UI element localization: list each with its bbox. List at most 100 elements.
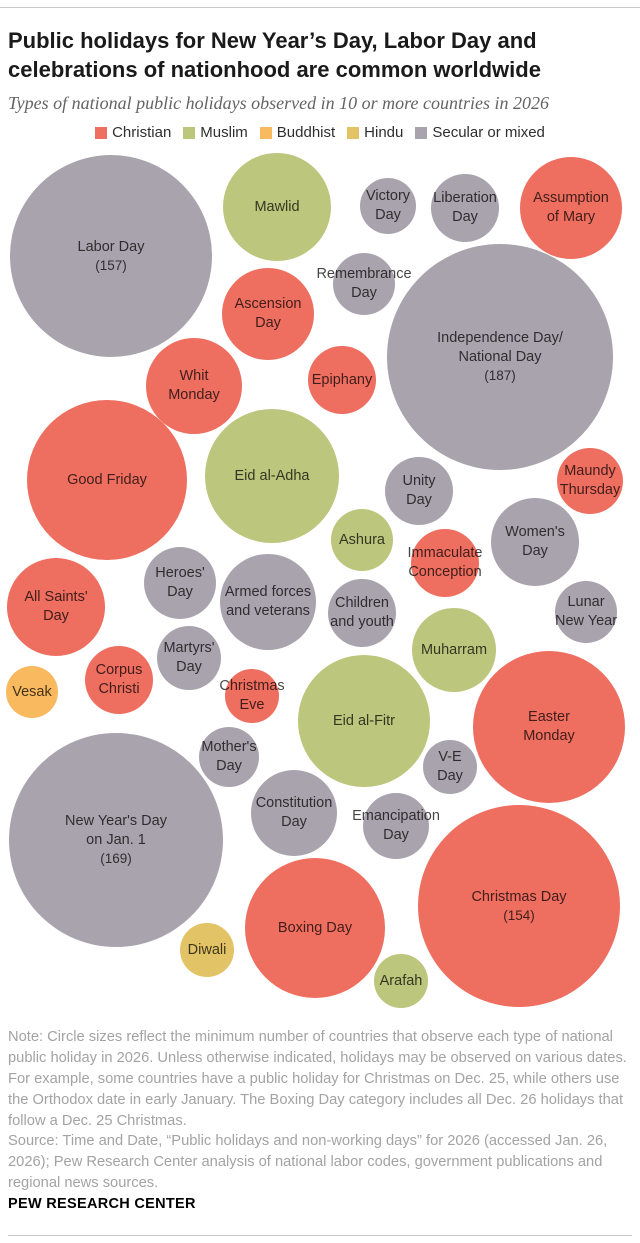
- bubble-label: Day: [375, 207, 401, 223]
- bubble-labor-day: Labor Day (157): [10, 155, 212, 357]
- bubble-label: Boxing Day: [277, 919, 353, 936]
- bubble-heroes-day: Heroes' Day: [144, 547, 216, 619]
- bubble-mother-s-day: Mother's Day: [199, 727, 259, 787]
- bubble-label: Monday: [168, 387, 220, 403]
- bottom-divider: [8, 1235, 632, 1236]
- bubble-lunar-new-year: Lunar New Year: [555, 581, 617, 643]
- bubble-label: Corpus: [95, 662, 143, 678]
- bubble-good-friday: Good Friday: [27, 400, 187, 560]
- bubble-muharram: Muharram: [412, 608, 496, 692]
- bubble-label: Day: [216, 758, 242, 774]
- bubble-epiphany: Epiphany: [308, 346, 376, 414]
- bubble-mawlid: Mawlid: [223, 153, 331, 261]
- bubble-label: Ascension: [234, 296, 302, 312]
- bubble-ascension-day: Ascension Day: [222, 268, 314, 360]
- bubble-assumption-of-mary: Assumption of Mary: [520, 157, 622, 259]
- legend-label: Muslim: [200, 124, 248, 141]
- legend-item-hindu: Hindu: [347, 124, 403, 141]
- bubble-label: Epiphany: [311, 371, 373, 388]
- bubble-constitution-day: Constitution Day: [251, 770, 337, 856]
- bubble-label: Unity: [402, 473, 436, 489]
- bubble-new-year-s-day-on-jan-1: New Year's Day on Jan. 1 (169): [9, 733, 223, 947]
- bubble-immaculate-conception: Immaculate Conception: [408, 529, 482, 597]
- bubble-label: Good Friday: [67, 471, 147, 488]
- bubble-label: (157): [95, 257, 127, 273]
- bubble-label: Day: [167, 584, 193, 600]
- bubble-label: Day: [437, 768, 463, 784]
- bubble-label: Victory: [365, 188, 411, 204]
- bubble-boxing-day: Boxing Day: [245, 858, 385, 998]
- bubble-label: New Year's Day: [65, 813, 167, 829]
- bubble-vesak: Vesak: [6, 666, 58, 718]
- bubble-label: Emancipation: [352, 808, 440, 824]
- bubble-armed-forces-and-veterans: Armed forces and veterans: [220, 554, 316, 650]
- bubble-label: All Saints': [24, 589, 88, 605]
- bubble-label: and veterans: [226, 603, 310, 619]
- bubble-diwali: Diwali: [180, 923, 234, 977]
- christian-swatch-icon: [95, 126, 108, 139]
- bubble-label: Diwali: [187, 941, 227, 958]
- legend-label: Buddhist: [276, 124, 336, 141]
- bubble-label: Day: [452, 209, 478, 225]
- bubble-martyrs-day: Martyrs' Day: [157, 626, 221, 690]
- bubble-label: Children: [335, 595, 389, 611]
- bubble-label: Monday: [523, 728, 575, 744]
- source-text: Source: Time and Date, “Public holidays …: [8, 1133, 608, 1192]
- bubble-label: Christmas: [219, 678, 285, 694]
- bubble-children-and-youth: Children and youth: [328, 579, 396, 647]
- bubble-label: Assumption: [533, 190, 609, 206]
- legend-item-secular: Secular or mixed: [415, 124, 545, 141]
- bubble-label: Mawlid: [254, 198, 300, 215]
- bubble-whit-monday: Whit Monday: [146, 338, 242, 434]
- bubble-label: Whit: [179, 368, 209, 384]
- legend-item-buddhist: Buddhist: [259, 124, 336, 141]
- page-title: Public holidays for New Year’s Day, Labo…: [8, 28, 541, 83]
- bubble-label: Easter: [528, 709, 570, 725]
- bubble-label: Labor Day: [77, 238, 145, 255]
- bubble-easter-monday: Easter Monday: [473, 651, 625, 803]
- bubble-unity-day: Unity Day: [385, 457, 453, 525]
- bubble-label: Arafah: [379, 972, 423, 989]
- bubble-label: Day: [406, 492, 432, 508]
- hindu-swatch-icon: [347, 126, 360, 139]
- bubble-label: Heroes': [155, 565, 205, 581]
- bubble-label: V-E: [438, 749, 462, 765]
- bubble-label: Day: [43, 608, 69, 624]
- bubble-label: New Year: [554, 613, 618, 629]
- bubble-all-saints-day: All Saints' Day: [7, 558, 105, 656]
- bubble-label: National Day: [458, 349, 542, 365]
- buddhist-swatch-icon: [259, 126, 272, 139]
- secular-swatch-icon: [415, 126, 428, 139]
- note-text: Note: Circle sizes reflect the minimum n…: [8, 1029, 627, 1129]
- bubble-emancipation-day: Emancipation Day: [352, 793, 440, 859]
- bubble-chart: Labor Day (157) Mawlid Victory Day Liberation…: [6, 153, 625, 1008]
- legend-item-muslim: Muslim: [183, 124, 248, 141]
- legend-label: Christian: [112, 124, 172, 141]
- bubble-label: Vesak: [12, 683, 52, 700]
- bubble-label: Mother's: [201, 739, 257, 755]
- top-divider: [0, 7, 640, 8]
- bubble-victory-day: Victory Day: [360, 178, 416, 234]
- bubble-label: of Mary: [546, 209, 596, 225]
- muslim-swatch-icon: [183, 126, 196, 139]
- bubble-christmas-day: Christmas Day (154): [418, 805, 620, 1007]
- chart-subtitle: Types of national public holidays observ…: [8, 93, 549, 113]
- bubble-label: (187): [484, 368, 516, 383]
- footnote: Note: Circle sizes reflect the minimum n…: [8, 1027, 632, 1194]
- bubble-label: Thursday: [559, 482, 621, 498]
- bubble-label: Martyrs': [163, 640, 215, 656]
- bubble-label: Eve: [239, 697, 265, 713]
- bubble-label: Armed forces: [224, 584, 312, 600]
- bubble-label: Day: [281, 814, 307, 830]
- legend: Christian Muslim Buddhist Hindu Secular or m…: [0, 124, 640, 141]
- legend-label: Hindu: [364, 124, 404, 141]
- bubble-label: Day: [383, 827, 409, 843]
- bubble-label: Day: [522, 543, 548, 559]
- bubble-christmas-eve: Christmas Eve: [219, 669, 285, 723]
- bubble-independence-day-national-day: Independence Day/National Day (187): [387, 244, 613, 470]
- bubble-label: Day: [351, 285, 377, 301]
- bubble-arafah: Arafah: [374, 954, 428, 1008]
- bubble-v-e-day: V-E Day: [423, 740, 477, 794]
- bubble-label: on Jan. 1: [86, 832, 146, 848]
- bubble-maundy-thursday: Maundy Thursday: [557, 448, 623, 514]
